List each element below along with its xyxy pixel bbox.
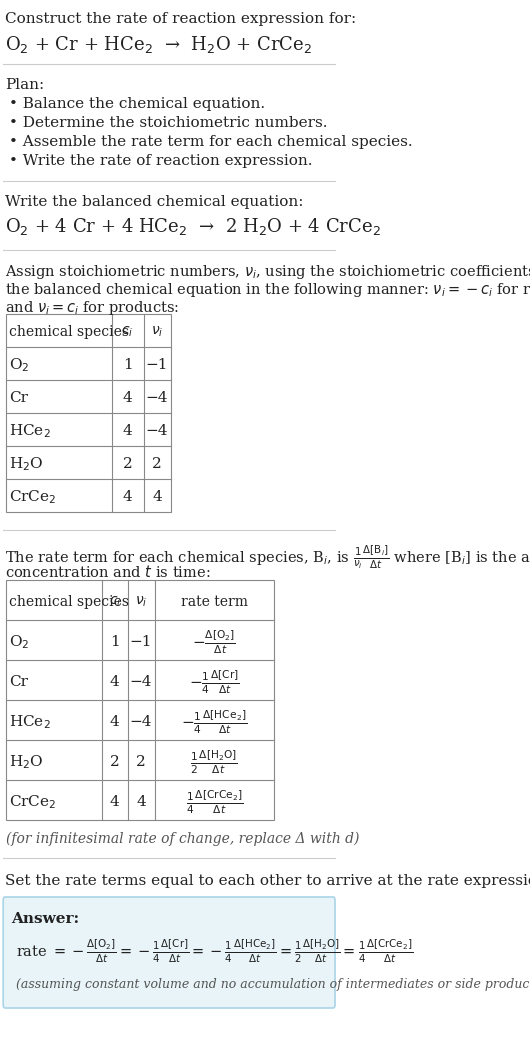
Text: rate term: rate term [181,595,248,609]
FancyBboxPatch shape [3,897,335,1009]
Text: −4: −4 [130,715,152,729]
Text: concentration and $t$ is time:: concentration and $t$ is time: [5,564,210,580]
Text: 2: 2 [136,755,146,769]
Text: CrCe$_2$: CrCe$_2$ [9,489,56,506]
Text: chemical species: chemical species [9,595,129,609]
Text: $c_i$: $c_i$ [121,325,134,339]
Text: 2: 2 [110,755,120,769]
Text: $c_i$: $c_i$ [109,595,121,610]
Text: Construct the rate of reaction expression for:: Construct the rate of reaction expressio… [5,11,356,26]
Text: chemical species: chemical species [9,325,129,339]
Text: 4: 4 [123,490,132,504]
Bar [6,580,275,820]
Text: 4: 4 [152,490,162,504]
Text: (assuming constant volume and no accumulation of intermediates or side products): (assuming constant volume and no accumul… [16,978,530,991]
Text: −4: −4 [146,392,168,405]
Text: Plan:: Plan: [5,78,45,92]
Text: O$_2$ + Cr + HCe$_2$  →  H$_2$O + CrCe$_2$: O$_2$ + Cr + HCe$_2$ → H$_2$O + CrCe$_2$ [5,34,312,55]
Text: HCe$_2$: HCe$_2$ [9,713,51,731]
Text: 4: 4 [110,794,120,809]
Text: Set the rate terms equal to each other to arrive at the rate expression:: Set the rate terms equal to each other t… [5,874,530,888]
Text: $-\frac{1}{4}\frac{\Delta[\mathrm{HCe_2}]}{\Delta t}$: $-\frac{1}{4}\frac{\Delta[\mathrm{HCe_2}… [181,708,248,736]
Text: • Assemble the rate term for each chemical species.: • Assemble the rate term for each chemic… [9,135,412,149]
Text: 2: 2 [123,457,132,471]
Text: $\frac{1}{2}\frac{\Delta[\mathrm{H_2O}]}{\Delta t}$: $\frac{1}{2}\frac{\Delta[\mathrm{H_2O}]}… [190,749,238,776]
Text: (for infinitesimal rate of change, replace Δ with d): (for infinitesimal rate of change, repla… [6,832,360,847]
Text: O$_2$: O$_2$ [9,356,29,374]
Text: rate $= -\frac{\Delta[\mathrm{O_2}]}{\Delta t} = -\frac{1}{4}\frac{\Delta[\mathr: rate $= -\frac{\Delta[\mathrm{O_2}]}{\De… [16,938,413,966]
Text: −1: −1 [146,358,168,372]
Text: 2: 2 [152,457,162,471]
Text: Cr: Cr [9,675,28,689]
Text: H$_2$O: H$_2$O [9,753,43,770]
Text: $-\frac{1}{4}\frac{\Delta[\mathrm{Cr}]}{\Delta t}$: $-\frac{1}{4}\frac{\Delta[\mathrm{Cr}]}{… [189,668,240,696]
Text: $\frac{1}{4}\frac{\Delta[\mathrm{CrCe_2}]}{\Delta t}$: $\frac{1}{4}\frac{\Delta[\mathrm{CrCe_2}… [186,788,243,815]
Text: −1: −1 [130,635,152,649]
Text: 1: 1 [110,635,120,649]
Text: and $\nu_i = c_i$ for products:: and $\nu_i = c_i$ for products: [5,299,179,317]
Text: Write the balanced chemical equation:: Write the balanced chemical equation: [5,195,304,209]
Text: 4: 4 [110,715,120,729]
Text: 1: 1 [123,358,132,372]
Text: $-\frac{\Delta[\mathrm{O_2}]}{\Delta t}$: $-\frac{\Delta[\mathrm{O_2}]}{\Delta t}$ [192,628,236,656]
Text: 4: 4 [136,794,146,809]
Text: • Balance the chemical equation.: • Balance the chemical equation. [9,97,265,111]
Text: −4: −4 [130,675,152,689]
Text: $\nu_i$: $\nu_i$ [151,325,163,339]
Text: H$_2$O: H$_2$O [9,455,43,473]
Text: CrCe$_2$: CrCe$_2$ [9,793,56,811]
Text: O$_2$: O$_2$ [9,633,29,650]
Bar [6,314,171,512]
Text: Answer:: Answer: [12,912,80,926]
Text: −4: −4 [146,424,168,438]
Text: The rate term for each chemical species, B$_i$, is $\frac{1}{\nu_i}\frac{\Delta[: The rate term for each chemical species,… [5,544,530,571]
Text: the balanced chemical equation in the following manner: $\nu_i = -c_i$ for react: the balanced chemical equation in the fo… [5,281,530,299]
Text: Assign stoichiometric numbers, $\nu_i$, using the stoichiometric coefficients, $: Assign stoichiometric numbers, $\nu_i$, … [5,263,530,281]
Text: • Write the rate of reaction expression.: • Write the rate of reaction expression. [9,155,312,168]
Text: 4: 4 [123,392,132,405]
Text: $\nu_i$: $\nu_i$ [135,595,147,610]
Text: O$_2$ + 4 Cr + 4 HCe$_2$  →  2 H$_2$O + 4 CrCe$_2$: O$_2$ + 4 Cr + 4 HCe$_2$ → 2 H$_2$O + 4 … [5,216,381,237]
Text: Cr: Cr [9,392,28,405]
Text: • Determine the stoichiometric numbers.: • Determine the stoichiometric numbers. [9,116,328,130]
Text: 4: 4 [110,675,120,689]
Text: HCe$_2$: HCe$_2$ [9,422,51,440]
Text: 4: 4 [123,424,132,438]
